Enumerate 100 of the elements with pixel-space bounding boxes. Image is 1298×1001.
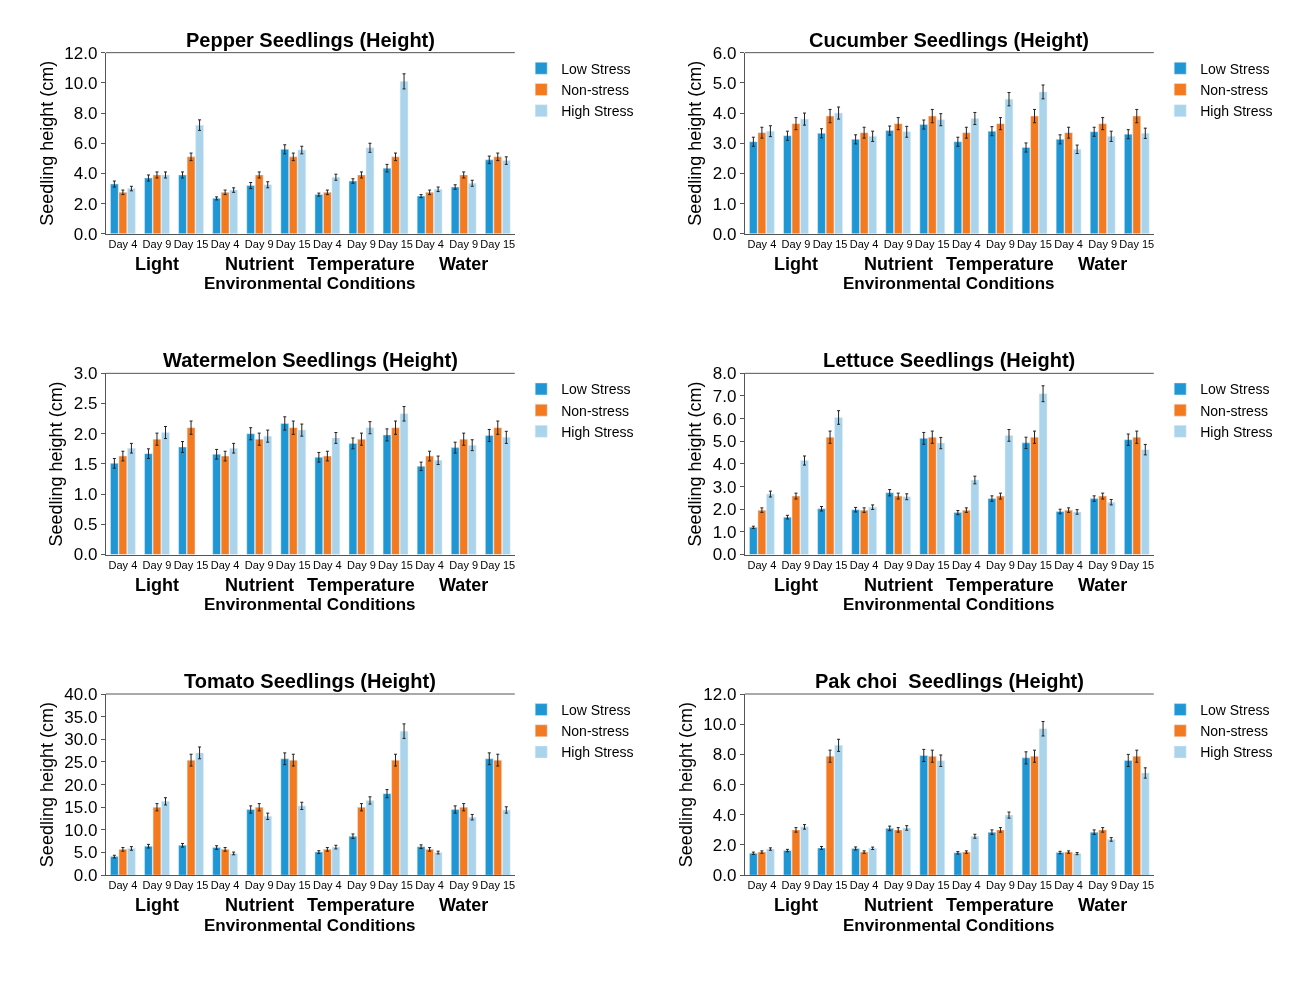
- y-tick-label: 6.0: [73, 134, 98, 154]
- x-tick-label: Day 15: [480, 879, 516, 892]
- y-tick-label: 15.0: [64, 798, 98, 818]
- x-tick-label: Day 9: [244, 238, 274, 251]
- x-tick-label: Day 4: [312, 238, 342, 251]
- x-tick-label: Day 4: [1054, 238, 1083, 251]
- y-tick-label: 25.0: [64, 752, 98, 772]
- x-tick-label: Day 4: [747, 558, 777, 571]
- text: Light: [774, 575, 818, 595]
- text: Light: [135, 254, 179, 274]
- x-tick-label: Day 9: [347, 238, 376, 251]
- x-tick-label: Day 15: [173, 879, 209, 892]
- y-tick-label: 6.0: [712, 409, 737, 429]
- x-tick-label: Day 9: [883, 238, 913, 251]
- x-tick-label: Day 9: [986, 879, 1015, 892]
- x-tick-label: Day 4: [849, 879, 879, 892]
- y-tick-label: 8.0: [712, 364, 737, 384]
- legend-label: Low Stress: [1200, 702, 1270, 719]
- text: Temperature: [946, 575, 1054, 595]
- x-tick-label: Day 15: [173, 238, 209, 251]
- chart-title: Pepper Seedlings (Height): [186, 29, 435, 51]
- legend-label: Low Stress: [561, 702, 631, 719]
- x-tick-label: Day 15: [480, 558, 516, 571]
- y-tick-label: 0.0: [712, 545, 737, 565]
- x-tick-label: Day 4: [312, 879, 342, 892]
- legend-label: Non-stress: [561, 402, 629, 419]
- x-tick-label: Day 4: [108, 879, 138, 892]
- x-tick-label: Day 9: [142, 558, 172, 571]
- y-tick-label: 4.0: [712, 454, 737, 474]
- text: Nutrient: [864, 895, 933, 915]
- x-tick-label: Day 15: [378, 879, 413, 892]
- text: Nutrient: [864, 575, 933, 595]
- x-tick-label: Day 4: [108, 238, 138, 251]
- chart-title: Watermelon Seedlings (Height): [163, 349, 458, 371]
- x-tick-label: Day 15: [812, 879, 848, 892]
- x-tick-label: Day 15: [1119, 879, 1155, 892]
- y-tick-label: 5.0: [712, 73, 737, 93]
- y-tick-label: 1.0: [712, 194, 737, 214]
- x-tick-label: Day 9: [244, 879, 274, 892]
- x-tick-label: Day 15: [480, 238, 516, 251]
- y-tick-label: 8.0: [73, 104, 98, 124]
- x-tick-label: Day 15: [914, 238, 950, 251]
- text: Water: [439, 575, 489, 595]
- legend-label: Non-stress: [1200, 723, 1268, 740]
- y-tick-label: 0.0: [73, 866, 98, 886]
- x-tick-label: Day 9: [347, 558, 376, 571]
- legend-label: High Stress: [1200, 103, 1273, 120]
- legend-label: High Stress: [561, 103, 634, 120]
- legend-label: Non-stress: [1200, 402, 1268, 419]
- y-tick-label: 3.0: [712, 477, 737, 497]
- y-tick-label: 40.0: [64, 684, 98, 704]
- x-tick-label: Day 15: [378, 558, 413, 571]
- y-tick-label: 10.0: [703, 715, 737, 735]
- text: Light: [135, 895, 179, 915]
- y-axis-title: Seedling height (cm): [46, 381, 67, 547]
- x-tick-label: Day 9: [986, 238, 1015, 251]
- legend-label: High Stress: [561, 423, 634, 440]
- x-tick-label: Day 9: [449, 238, 479, 251]
- x-tick-label: Day 9: [781, 879, 811, 892]
- y-tick-label: 30.0: [64, 730, 98, 750]
- x-tick-label: Day 9: [142, 238, 172, 251]
- x-tick-label: Day 9: [1088, 558, 1118, 571]
- y-tick-label: 12.0: [703, 684, 737, 704]
- y-tick-label: 7.0: [712, 386, 737, 406]
- y-tick-label: 1.5: [73, 454, 98, 474]
- x-tick-label: Day 9: [781, 558, 811, 571]
- x-tick-label: Day 4: [951, 558, 981, 571]
- y-axis-title: Seedling height (cm): [685, 381, 706, 547]
- legend-label: Low Stress: [1200, 60, 1270, 77]
- x-tick-label: Day 4: [210, 238, 240, 251]
- y-axis-title: Seedling height (cm): [36, 702, 57, 868]
- chart-title: Lettuce Seedlings (Height): [823, 349, 1076, 371]
- text: Water: [439, 895, 489, 915]
- x-tick-label: Day 15: [1119, 558, 1155, 571]
- x-tick-label: Day 4: [951, 879, 981, 892]
- text: Temperature: [307, 254, 415, 274]
- x-tick-label: Day 4: [415, 558, 444, 571]
- text: Temperature: [946, 254, 1054, 274]
- y-tick-label: 0.0: [73, 224, 98, 244]
- y-tick-label: 4.0: [712, 805, 737, 825]
- text: Water: [1078, 254, 1128, 274]
- text: Nutrient: [225, 254, 294, 274]
- text: Water: [439, 254, 489, 274]
- x-tick-label: Day 9: [883, 879, 913, 892]
- x-tick-label: Day 4: [210, 879, 240, 892]
- x-tick-label: Day 9: [1088, 879, 1118, 892]
- y-tick-label: 5.0: [712, 432, 737, 452]
- x-tick-label: Day 4: [210, 558, 240, 571]
- x-tick-label: Day 15: [275, 238, 311, 251]
- x-tick-label: Day 4: [849, 238, 879, 251]
- legend-label: High Stress: [1200, 744, 1273, 761]
- text: Light: [774, 254, 818, 274]
- x-tick-label: Day 9: [142, 879, 172, 892]
- text: Nutrient: [864, 254, 933, 274]
- legend-label: Non-stress: [561, 723, 629, 740]
- x-tick-label: Day 4: [415, 879, 444, 892]
- y-tick-label: 20.0: [64, 775, 98, 795]
- chart-title: Tomato Seedlings (Height): [184, 670, 436, 692]
- chart-title: Cucumber Seedlings (Height): [809, 29, 1090, 51]
- text: Light: [774, 895, 818, 915]
